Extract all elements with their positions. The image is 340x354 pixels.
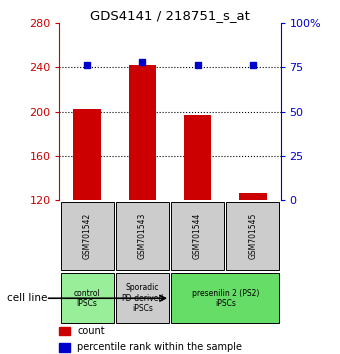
Text: GSM701543: GSM701543 xyxy=(138,213,147,259)
Bar xyxy=(59,327,70,335)
Text: cell line: cell line xyxy=(7,293,47,303)
Bar xyxy=(59,343,70,352)
Text: percentile rank within the sample: percentile rank within the sample xyxy=(77,342,242,352)
FancyBboxPatch shape xyxy=(116,202,169,270)
Bar xyxy=(73,109,101,200)
Title: GDS4141 / 218751_s_at: GDS4141 / 218751_s_at xyxy=(90,9,250,22)
FancyBboxPatch shape xyxy=(171,273,279,324)
Bar xyxy=(129,65,156,200)
Text: presenilin 2 (PS2)
iPSCs: presenilin 2 (PS2) iPSCs xyxy=(191,289,259,308)
Text: GSM701545: GSM701545 xyxy=(249,213,257,259)
FancyBboxPatch shape xyxy=(171,202,224,270)
FancyBboxPatch shape xyxy=(226,202,279,270)
Text: Sporadic
PD-derived
iPSCs: Sporadic PD-derived iPSCs xyxy=(121,283,164,313)
Text: GSM701542: GSM701542 xyxy=(83,213,91,259)
FancyBboxPatch shape xyxy=(61,273,114,324)
Text: count: count xyxy=(77,326,105,336)
FancyBboxPatch shape xyxy=(61,202,114,270)
Bar xyxy=(184,115,211,200)
Bar xyxy=(239,193,267,200)
Text: control
IPSCs: control IPSCs xyxy=(74,289,101,308)
FancyBboxPatch shape xyxy=(116,273,169,324)
Text: GSM701544: GSM701544 xyxy=(193,213,202,259)
